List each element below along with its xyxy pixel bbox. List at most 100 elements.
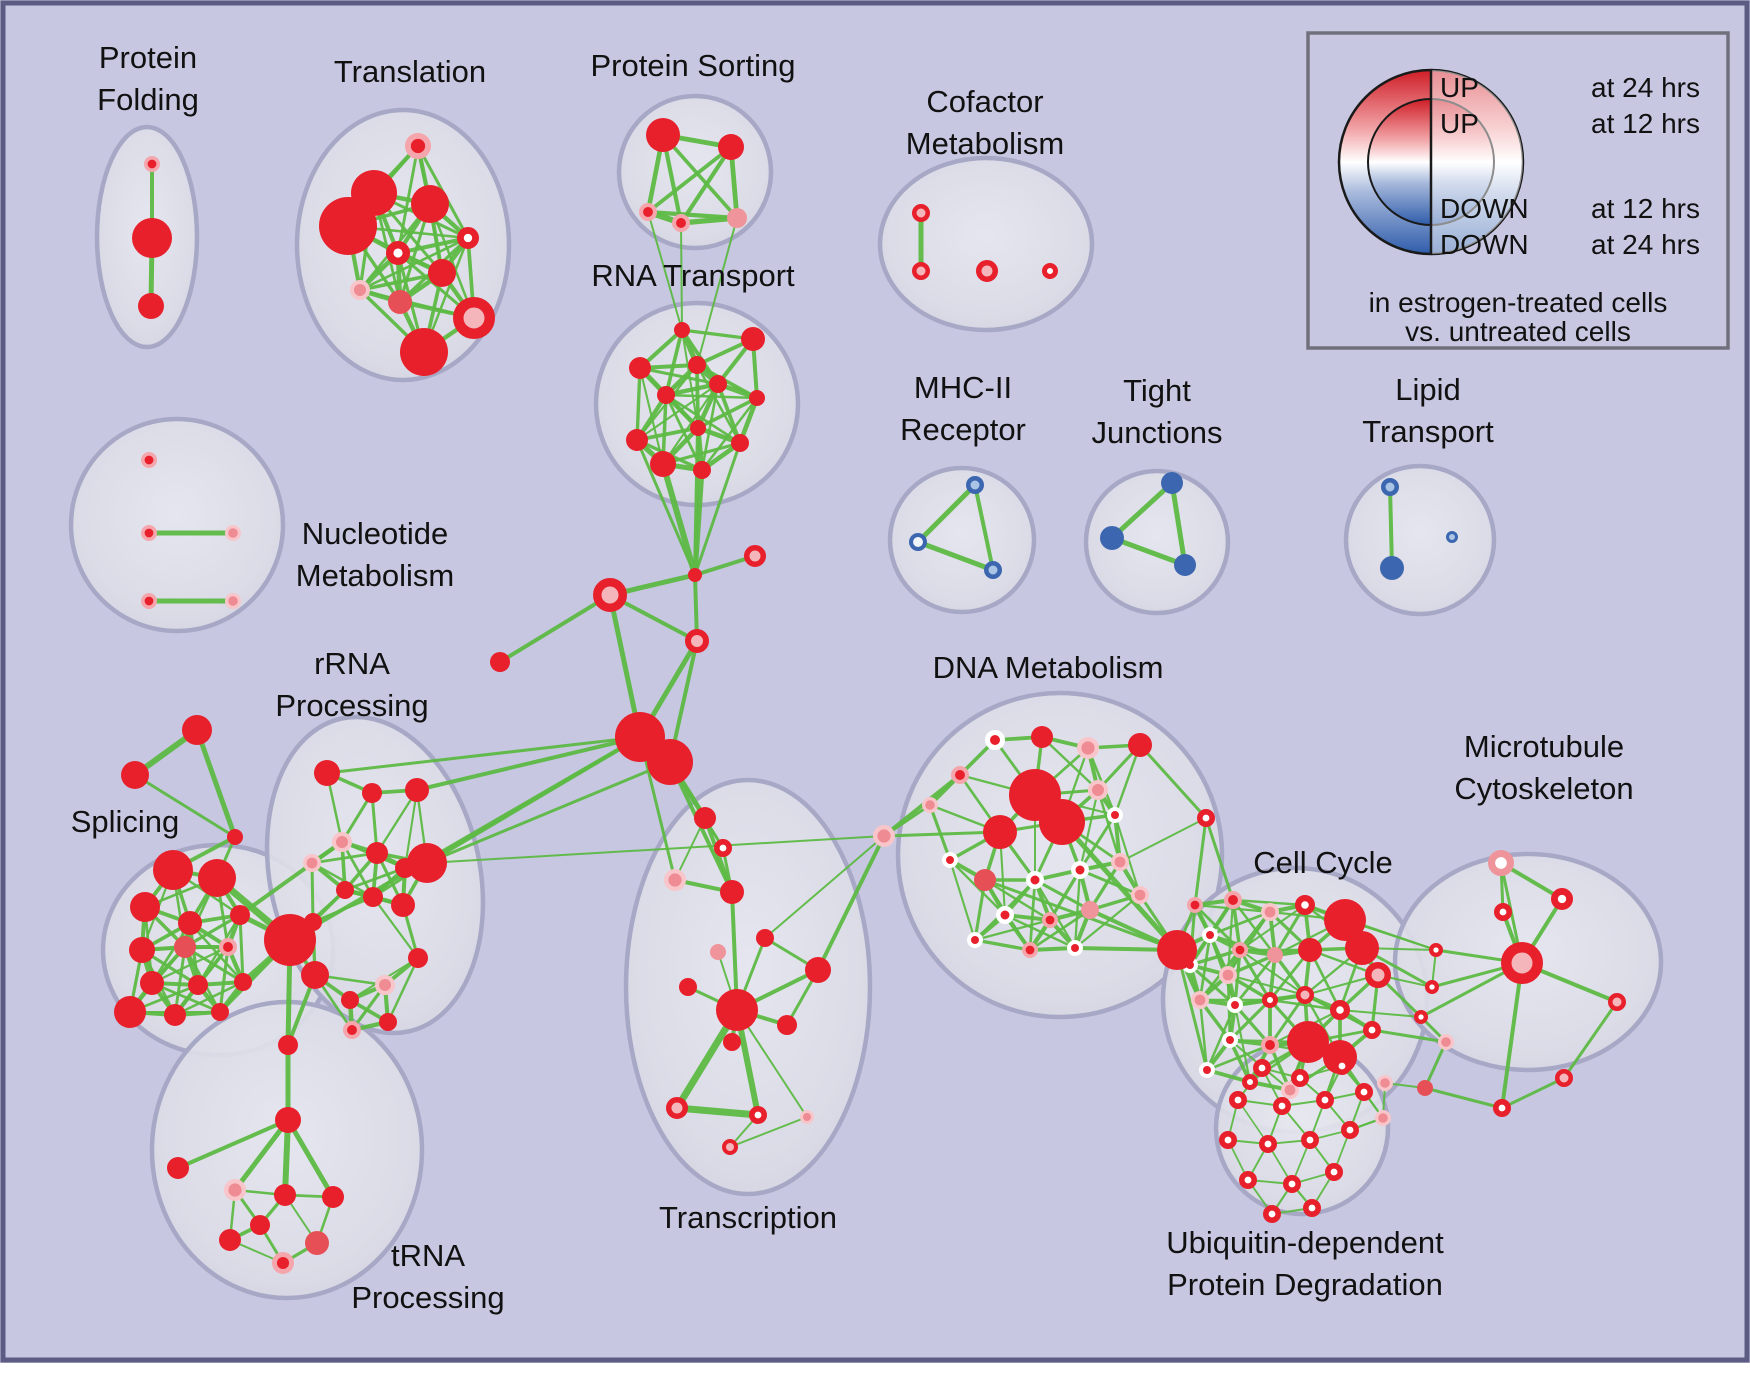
network-edge [1233,954,1277,1006]
network-node-rt [693,461,711,479]
network-node-rr [379,1013,397,1031]
network-node-rt [709,375,727,393]
network-node-rt [688,356,706,374]
network-node-rr [341,991,359,1009]
network-edge [359,236,469,292]
network-edge [1371,1028,1447,1044]
network-node-rt [749,390,765,406]
network-edge [426,760,671,865]
network-node-tx [679,978,697,996]
legend-row-down12-time: at 12 hrs [1591,193,1700,224]
network-edge [1029,908,1091,952]
network-node-dm [1031,726,1053,748]
network-node-tr [428,259,456,287]
network-node-tr [453,297,495,339]
network-node-sp [130,892,160,922]
network-node-mt [1551,887,1574,910]
network-node-cc [1241,1073,1258,1090]
cluster-label-pf: Folding [97,82,199,117]
network-node-rt [674,322,690,338]
network-edge [310,862,315,923]
network-node-cc [1224,891,1243,910]
network-node-dm [1088,780,1108,800]
network-node-mt [1501,942,1543,984]
network-node-tn [275,1107,301,1133]
network-node-ub [1325,1163,1344,1182]
network-node-tr [457,227,480,250]
network-node-tx [805,957,831,983]
network-node-dm [974,869,996,891]
network-node-mt [1608,993,1626,1011]
cluster-tx [623,777,873,1197]
network-node-mt [1487,850,1514,877]
network-node-ps [672,213,691,232]
network-edge [764,835,885,939]
network-edge [736,1009,808,1118]
network-edge [1239,949,1306,996]
network-node-tx [666,1097,688,1119]
network-edge [1193,817,1208,906]
network-node-rr [342,1021,361,1040]
network-node-tx [748,1106,767,1125]
network-edge [1228,998,1272,1042]
legend-row-down24-time: at 24 hrs [1591,229,1700,260]
network-edge [1034,878,1091,912]
network-edge [376,789,418,854]
network-node-sp [129,937,155,963]
network-edge [311,861,374,899]
network-node-tx [713,838,732,857]
network-edge [1119,817,1207,863]
network-node-ub [1259,1135,1278,1154]
network-node-ub [1303,1199,1322,1218]
labels-layer: Protein Folding Translation Protein Sorting… [71,40,1634,1315]
cluster-label-rr: Processing [275,688,428,723]
network-node-rr [391,893,415,917]
network-edge [372,896,419,959]
network-node-sp [234,973,252,991]
network-node-nm [225,524,242,541]
network-edge [680,222,683,331]
network-node-mt [1425,979,1440,994]
network-node-rr [375,975,395,995]
network-node-rr [405,778,429,802]
network-node-cc [1222,1032,1238,1048]
network-node-nm [141,592,158,609]
network-edge [917,539,994,573]
network-node-nm [141,451,158,468]
network-edge [1500,962,1524,1109]
network-node-tn [305,1231,329,1255]
network-edge [386,957,420,1023]
network-edge [693,427,700,576]
cluster-label-tn: tRNA [391,1238,465,1273]
network-node-sp [164,1004,186,1026]
network-node-tr [411,185,449,223]
network-edge [1232,898,1306,907]
network-node-cm [976,260,998,282]
network-node-tg [121,761,149,789]
network-edge [173,946,187,1016]
network-node-ub [1253,1059,1272,1078]
cluster-tj [1083,468,1231,616]
network-node-pf [144,156,161,173]
network-node-mt [1429,942,1444,957]
network-edge [218,946,230,1013]
cluster-label-tj: Junctions [1092,415,1223,450]
network-edge [285,1118,336,1199]
cluster-label-lt: Transport [1362,414,1494,449]
network-node-tx [710,944,726,960]
network-node-ub [1229,1091,1248,1110]
legend-row-up12-direction: UP [1440,108,1479,139]
page-margin [0,1363,1750,1376]
network-node-tx [722,1139,738,1155]
network-edge [1268,994,1307,1046]
network-node-cc [1365,962,1391,988]
network-edge [1205,1004,1237,1071]
network-node-cm [912,204,930,222]
cluster-label-nm: Nucleotide [302,516,448,551]
cluster-lt [1343,463,1497,617]
network-node-nm [225,592,242,609]
network-node-pf [138,293,164,319]
cluster-label-ub: Ubiquitin-dependent [1166,1225,1444,1260]
network-node-rr [302,853,321,872]
